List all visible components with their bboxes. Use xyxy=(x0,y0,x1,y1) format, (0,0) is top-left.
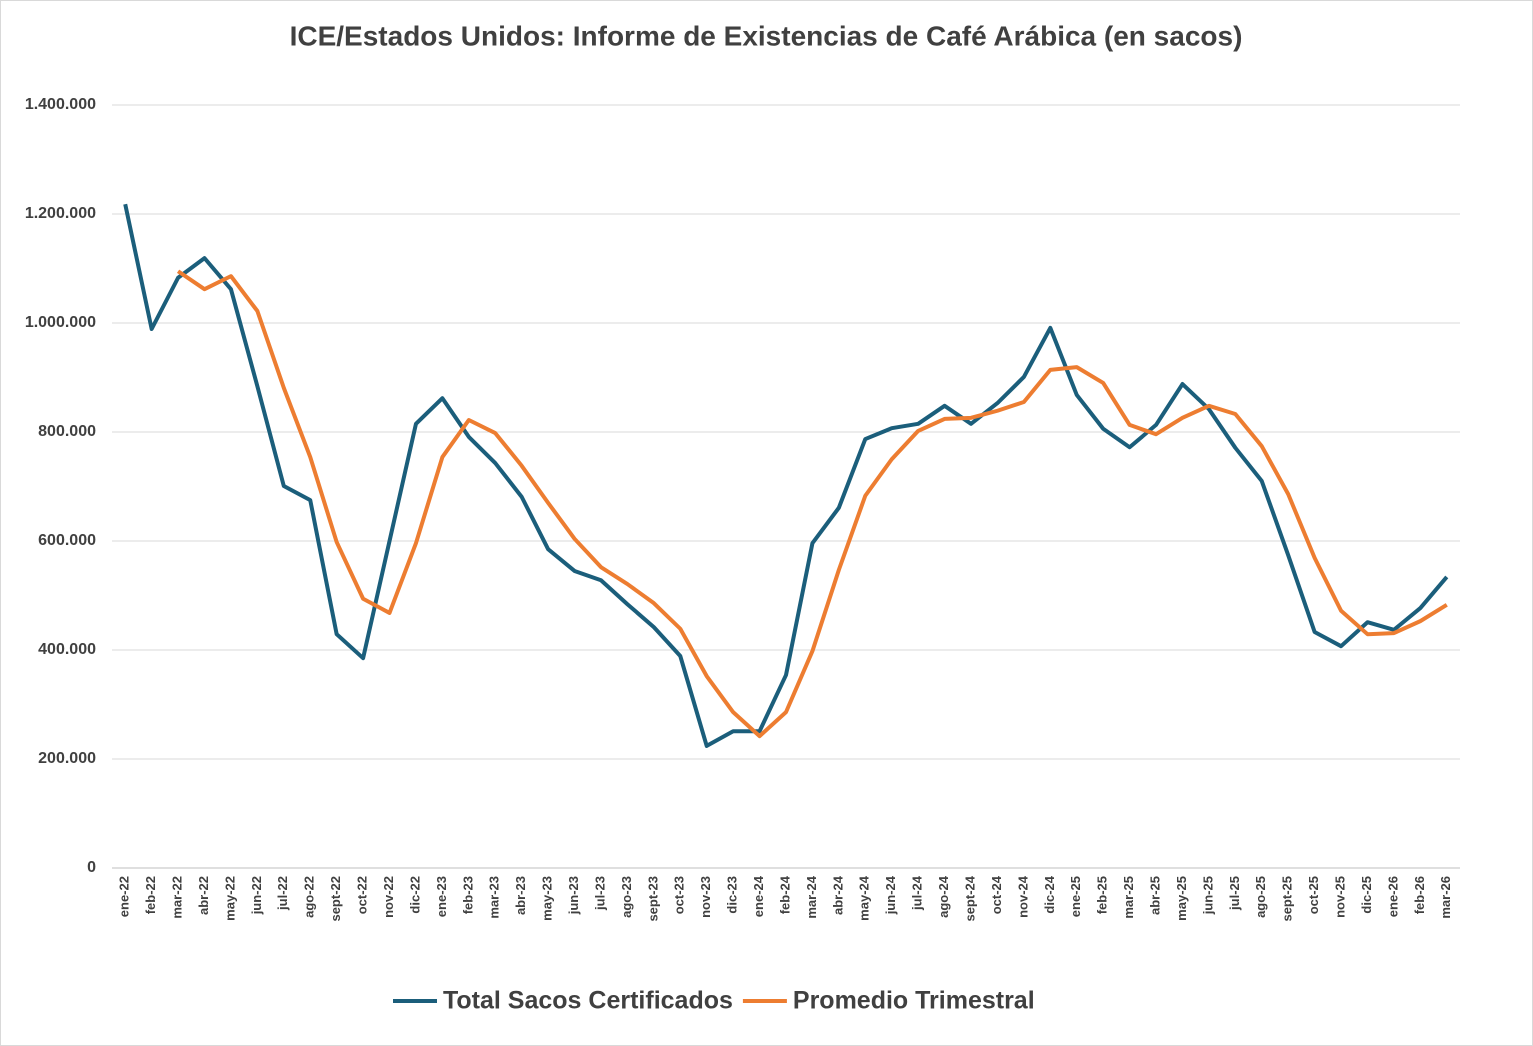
legend-label: Total Sacos Certificados xyxy=(443,987,733,1015)
x-tick-label: abr-23 xyxy=(513,876,528,915)
x-tick-label: jul-24 xyxy=(910,875,925,911)
x-tick-label: nov-22 xyxy=(381,876,396,918)
x-tick-label: jun-25 xyxy=(1200,876,1215,915)
x-tick-label: oct-25 xyxy=(1306,876,1321,914)
x-tick-label: jun-24 xyxy=(883,875,898,915)
y-tick-label: 200.000 xyxy=(38,750,96,767)
x-tick-label: ene-25 xyxy=(1068,876,1083,917)
x-tick-label: mar-23 xyxy=(487,876,502,919)
x-tick-label: ago-23 xyxy=(619,876,634,918)
x-tick-label: jul-25 xyxy=(1227,876,1242,911)
y-tick-label: 0 xyxy=(87,859,96,876)
x-tick-label: may-22 xyxy=(222,876,237,921)
x-tick-label: dic-24 xyxy=(1042,875,1057,913)
x-tick-label: feb-25 xyxy=(1095,876,1110,914)
x-tick-label: dic-22 xyxy=(407,876,422,914)
x-tick-label: abr-25 xyxy=(1147,876,1162,915)
x-tick-label: nov-23 xyxy=(698,876,713,918)
x-tick-label: jun-22 xyxy=(249,876,264,915)
x-tick-label: sept-22 xyxy=(328,876,343,922)
x-tick-label: abr-24 xyxy=(830,875,845,915)
x-tick-label: ene-23 xyxy=(434,876,449,917)
x-tick-label: ago-22 xyxy=(302,876,317,918)
x-tick-label: ago-24 xyxy=(936,875,951,918)
y-tick-label: 1.400.000 xyxy=(25,96,96,113)
x-tick-label: jul-23 xyxy=(592,876,607,911)
legend-label: Promedio Trimestral xyxy=(793,987,1035,1015)
x-tick-label: sept-25 xyxy=(1280,876,1295,922)
y-tick-label: 1.200.000 xyxy=(25,205,96,222)
y-tick-label: 1.000.000 xyxy=(25,314,96,331)
x-tick-label: abr-22 xyxy=(196,876,211,915)
series-line xyxy=(176,269,1448,739)
x-tick-label: sept-23 xyxy=(645,876,660,922)
x-tick-label: may-25 xyxy=(1174,876,1189,921)
x-tick-label: sept-24 xyxy=(962,875,977,921)
x-tick-label: dic-25 xyxy=(1359,876,1374,914)
x-tick-label: nov-24 xyxy=(1015,875,1030,918)
x-tick-label: feb-24 xyxy=(777,875,792,914)
x-tick-label: ene-24 xyxy=(751,875,766,917)
x-tick-label: oct-24 xyxy=(989,875,1004,914)
x-tick-label: may-23 xyxy=(540,876,555,921)
x-tick-label: jun-23 xyxy=(566,876,581,915)
y-tick-label: 400.000 xyxy=(38,641,96,658)
x-tick-label: oct-23 xyxy=(672,876,687,914)
x-tick-label: mar-24 xyxy=(804,875,819,918)
x-tick-label: feb-22 xyxy=(143,876,158,914)
y-tick-label: 600.000 xyxy=(38,532,96,549)
chart-title: ICE/Estados Unidos: Informe de Existenci… xyxy=(290,20,1243,51)
series-line xyxy=(123,203,1449,748)
x-tick-label: nov-25 xyxy=(1332,876,1347,918)
x-tick-label: jul-22 xyxy=(275,876,290,911)
x-tick-label: mar-26 xyxy=(1438,876,1453,919)
x-tick-label: mar-22 xyxy=(170,876,185,919)
x-tick-label: dic-23 xyxy=(725,876,740,914)
x-tick-label: feb-26 xyxy=(1412,876,1427,914)
x-tick-label: may-24 xyxy=(857,875,872,921)
y-tick-label: 800.000 xyxy=(38,423,96,440)
x-tick-label: feb-23 xyxy=(460,876,475,914)
x-tick-label: ene-26 xyxy=(1385,876,1400,917)
x-tick-label: mar-25 xyxy=(1121,876,1136,919)
x-tick-label: ago-25 xyxy=(1253,876,1268,918)
x-tick-label: ene-22 xyxy=(117,876,132,917)
x-tick-label: oct-22 xyxy=(355,876,370,914)
